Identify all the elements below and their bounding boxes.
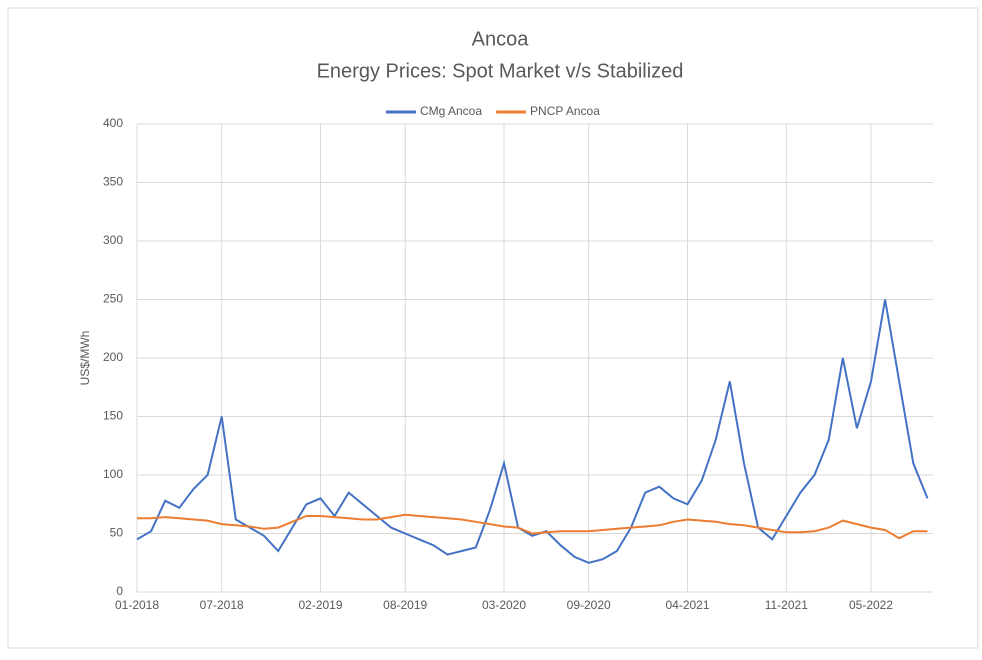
y-tick-label: 50: [110, 526, 124, 540]
y-tick-label: 200: [103, 350, 123, 364]
series-line: [137, 513, 928, 540]
x-tick-label: 08-2019: [383, 598, 427, 612]
y-tick-label: 250: [103, 292, 123, 306]
chart-subtitle: Energy Prices: Spot Market v/s Stabilize…: [317, 60, 684, 82]
x-tick-label: 03-2020: [482, 598, 526, 612]
y-axis-label: US$/MWh: [78, 331, 92, 386]
y-tick-label: 400: [103, 116, 123, 130]
y-tick-label: 300: [103, 233, 123, 247]
chart-title: Ancoa: [472, 28, 530, 50]
y-tick-label: 100: [103, 467, 123, 481]
y-tick-label: 0: [116, 584, 123, 598]
legend-label: CMg Ancoa: [420, 104, 482, 118]
x-tick-label: 04-2021: [665, 598, 709, 612]
x-tick-label: 09-2020: [567, 598, 611, 612]
x-tick-label: 05-2022: [849, 598, 893, 612]
legend-label: PNCP Ancoa: [530, 104, 600, 118]
x-tick-label: 11-2021: [765, 598, 808, 612]
y-tick-label: 350: [103, 175, 123, 189]
x-tick-label: 07-2018: [200, 598, 244, 612]
x-tick-label: 01-2018: [115, 598, 159, 612]
x-tick-label: 02-2019: [298, 598, 342, 612]
series-line: [136, 299, 929, 564]
y-tick-label: 150: [103, 409, 123, 423]
chart-border: [7, 7, 979, 649]
